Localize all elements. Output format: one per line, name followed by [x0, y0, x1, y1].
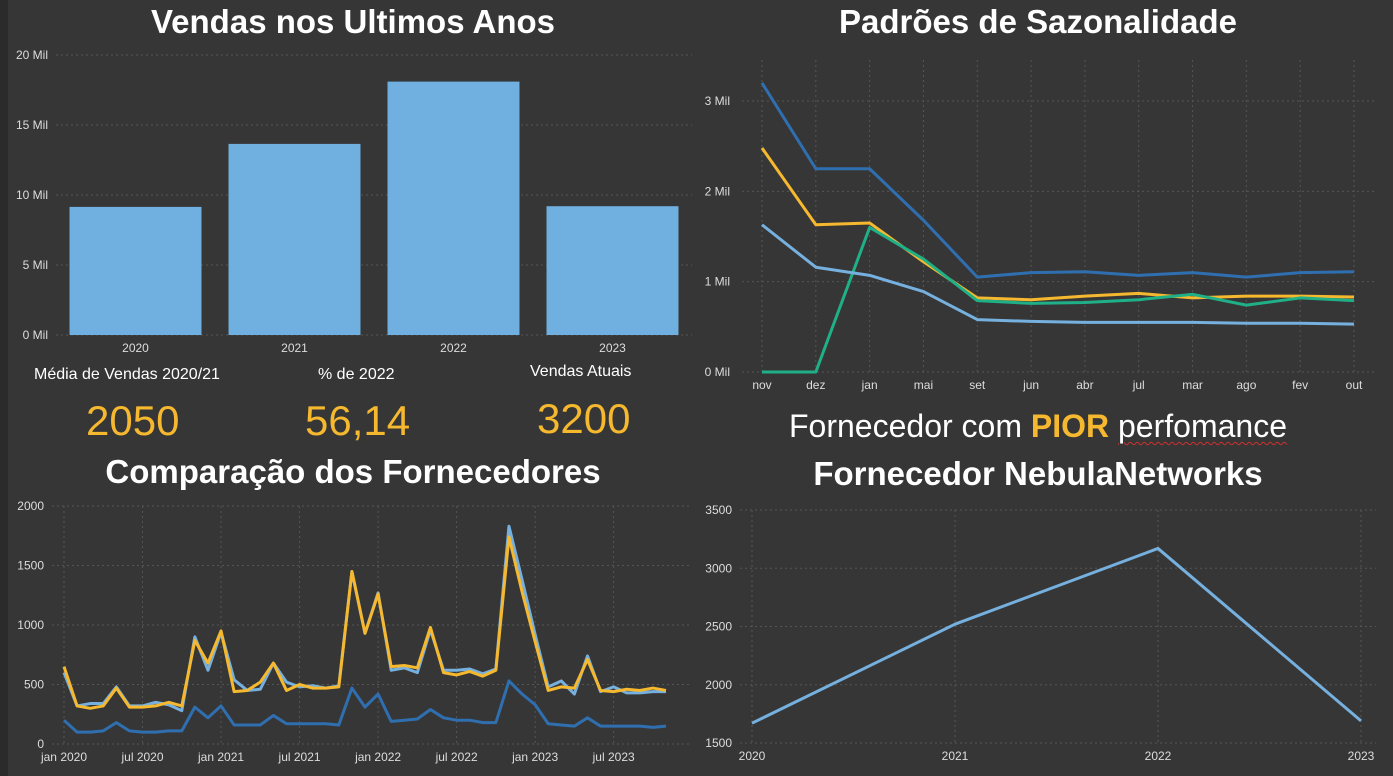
bar-2020 [69, 206, 202, 335]
x-tick-label: 2020 [739, 749, 766, 763]
y-tick-label: 0 Mil [705, 365, 730, 379]
y-tick-label: 2000 [17, 499, 44, 513]
y-tick-label: 3 Mil [705, 94, 730, 108]
seasonality-chart-title: Padrões de Sazonalidade [839, 3, 1237, 40]
y-tick-label: 500 [24, 678, 44, 692]
y-tick-label: 1500 [17, 559, 44, 573]
x-tick-label: dez [806, 378, 825, 392]
x-tick-label: fev [1292, 378, 1308, 392]
x-tick-label: jan 2022 [354, 750, 401, 764]
x-tick-label: jan 2021 [197, 750, 244, 764]
series-line-0 [760, 82, 1355, 279]
kpi-value-current: 3200 [537, 395, 631, 442]
x-tick-label: jul 2023 [592, 750, 635, 764]
worst-suffix: perfomance [1118, 408, 1287, 444]
y-tick-label: 0 Mil [23, 328, 48, 342]
kpi-value-percent: 56,14 [305, 397, 411, 444]
worst-performance-heading: Fornecedor com PIOR perfomance [700, 406, 1376, 446]
x-tick-label: mar [1182, 378, 1203, 392]
bar-2023 [546, 206, 679, 335]
window-frame [0, 0, 8, 776]
y-tick-label: 2500 [705, 620, 732, 634]
worst-highlight: PIOR [1030, 408, 1110, 444]
y-tick-label: 3500 [705, 503, 732, 517]
x-tick-label: set [969, 378, 986, 392]
x-tick-label: jan 2020 [40, 750, 87, 764]
x-tick-label: jun [1022, 378, 1039, 392]
y-tick-label: 2 Mil [705, 184, 730, 198]
x-tick-label: nov [752, 378, 771, 392]
y-tick-label: 1500 [705, 736, 732, 750]
x-tick-label: 2022 [1145, 749, 1172, 763]
kpi-value-average: 2050 [86, 397, 180, 444]
y-tick-label: 15 Mil [16, 118, 48, 132]
x-tick-label: jul 2022 [435, 750, 478, 764]
y-tick-label: 5 Mil [23, 258, 48, 272]
y-tick-label: 0 [37, 737, 44, 751]
series-line-1 [760, 147, 1355, 302]
x-tick-label: 2023 [1348, 749, 1375, 763]
kpi-label-average: Média de Vendas 2020/21 [34, 366, 220, 383]
bar-2021 [228, 143, 361, 335]
supplier-line [751, 546, 1362, 725]
bar-2022 [387, 81, 520, 335]
x-tick-label: 2021 [281, 341, 308, 355]
x-tick-label: 2023 [599, 341, 626, 355]
x-tick-label: 2022 [440, 341, 467, 355]
y-tick-label: 1000 [17, 618, 44, 632]
x-tick-label: mai [914, 378, 933, 392]
x-tick-label: jul 2020 [120, 750, 163, 764]
x-tick-label: ago [1236, 378, 1256, 392]
y-tick-label: 3000 [705, 561, 732, 575]
worst-prefix: Fornecedor com [789, 408, 1031, 444]
kpi-label-percent: % de 2022 [318, 366, 395, 383]
x-tick-label: 2021 [942, 749, 969, 763]
y-tick-label: 10 Mil [16, 188, 48, 202]
series-line-2 [62, 679, 667, 734]
x-tick-label: out [1346, 378, 1363, 392]
x-tick-label: jan 2023 [511, 750, 558, 764]
kpi-label-current: Vendas Atuais [530, 363, 632, 380]
series-line-2 [762, 225, 1355, 374]
x-tick-label: 2020 [122, 341, 149, 355]
supplier-chart-title: Fornecedor NebulaNetworks [813, 455, 1263, 492]
sales-bar-chart: 0 Mil 5 Mil 10 Mil 15 Mil 20 Mil 2020 2021 2022… [16, 48, 692, 355]
x-tick-label: jul [1132, 378, 1145, 392]
seasonality-line-chart: 0 Mil 1 Mil 2 Mil 3 Mil nov dez jan mai set jun ab… [705, 60, 1376, 392]
comparison-chart-title: Comparação dos Fornecedores [105, 453, 601, 490]
x-tick-label: abr [1076, 378, 1093, 392]
x-tick-label: jan [861, 378, 878, 392]
y-tick-label: 20 Mil [16, 48, 48, 62]
y-tick-label: 2000 [705, 678, 732, 692]
supplier-comparison-chart: 0 500 1000 1500 2000 jan 2020 jul 2020 jan 2021… [17, 499, 692, 764]
series-line-1 [62, 535, 667, 710]
y-tick-label: 1 Mil [705, 275, 730, 289]
sales-chart-title: Vendas nos Ultimos Anos [150, 3, 556, 40]
series-line-3 [761, 223, 1355, 326]
x-tick-label: jul 2021 [278, 750, 321, 764]
